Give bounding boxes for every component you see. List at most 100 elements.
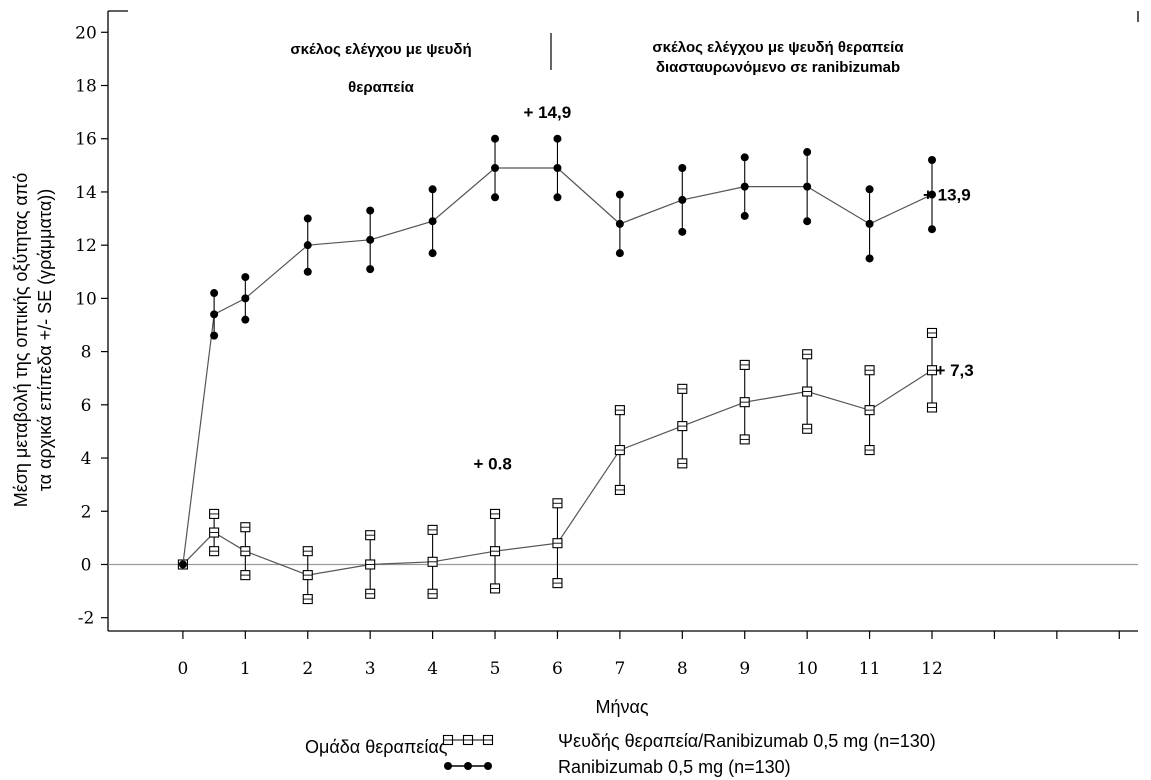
data-point bbox=[677, 421, 688, 432]
error-bar-cap bbox=[864, 365, 875, 376]
data-point bbox=[552, 538, 563, 549]
error-bar-cap bbox=[865, 254, 874, 263]
data-point bbox=[365, 559, 376, 570]
x-tick-label: 7 bbox=[614, 659, 625, 679]
data-point bbox=[615, 219, 624, 228]
error-bar-cap bbox=[302, 546, 313, 557]
error-bar-cap bbox=[926, 327, 938, 339]
data-point bbox=[491, 163, 500, 172]
error-bar-cap bbox=[552, 578, 563, 589]
phase-label-left-line-2: θεραπεία bbox=[348, 79, 414, 96]
legend-marker bbox=[482, 734, 494, 746]
data-point bbox=[678, 195, 687, 204]
annotation-label: + 14,9 bbox=[523, 103, 571, 122]
data-point bbox=[428, 217, 437, 226]
error-bar-cap bbox=[803, 148, 812, 157]
error-bar-cap bbox=[678, 163, 687, 172]
error-bar-cap bbox=[677, 383, 688, 394]
x-tick-label: 4 bbox=[427, 659, 438, 679]
series-line bbox=[182, 369, 933, 576]
error-bar-cap bbox=[428, 185, 437, 194]
error-bar-cap bbox=[678, 227, 687, 236]
series-ranibizumab bbox=[178, 134, 936, 569]
legend-marker bbox=[462, 734, 474, 746]
error-bar-cap bbox=[614, 484, 625, 496]
y-tick-label: 14 bbox=[75, 183, 97, 203]
x-axis-title: Μήνας bbox=[595, 697, 648, 717]
error-bar-cap bbox=[210, 331, 219, 340]
error-bar-cap bbox=[614, 405, 625, 416]
legend-entry-label: Ψευδής θεραπεία/Ranibizumab 0,5 mg (n=13… bbox=[558, 731, 936, 751]
data-point bbox=[241, 294, 250, 303]
data-point bbox=[210, 310, 219, 319]
error-bar-cap bbox=[302, 594, 313, 605]
legend-marker bbox=[484, 762, 492, 770]
error-bar-cap bbox=[740, 153, 749, 162]
error-bar-cap bbox=[366, 265, 375, 274]
error-bar-cap bbox=[427, 524, 438, 535]
y-tick-label: 20 bbox=[75, 23, 97, 43]
legend: Ομάδα θεραπείας Ψευδής θεραπεία/Ranibizu… bbox=[305, 731, 936, 777]
data-point bbox=[427, 556, 438, 567]
error-bar-cap bbox=[802, 423, 813, 434]
error-bar-cap bbox=[240, 570, 251, 581]
x-tick-label: 3 bbox=[365, 659, 376, 679]
data-point bbox=[209, 527, 220, 538]
phase-label-left-line-1: σκέλος ελέγχου με ψευδή bbox=[290, 41, 471, 58]
error-bar-cap bbox=[303, 267, 312, 276]
error-bar-cap bbox=[303, 214, 312, 223]
y-tick-label: 18 bbox=[75, 77, 97, 97]
data-point bbox=[303, 241, 312, 250]
error-bar-cap bbox=[241, 315, 250, 324]
error-bar-cap bbox=[209, 508, 220, 519]
x-tick-label: 12 bbox=[921, 659, 943, 679]
y-tick-label: 4 bbox=[81, 449, 92, 469]
data-point bbox=[240, 546, 251, 557]
error-bar-cap bbox=[865, 185, 874, 194]
error-bar-cap bbox=[428, 249, 437, 258]
data-point bbox=[739, 397, 750, 408]
y-tick-label: 2 bbox=[81, 502, 92, 522]
data-point bbox=[178, 560, 187, 569]
error-bar-cap bbox=[489, 583, 501, 594]
legend-marker bbox=[444, 762, 452, 770]
error-bar-cap bbox=[926, 402, 938, 413]
error-bar-cap bbox=[427, 588, 438, 599]
y-tick-label: 8 bbox=[81, 343, 92, 363]
annotation-label: + 7,3 bbox=[935, 361, 973, 380]
error-bar-cap bbox=[491, 193, 500, 202]
annotation-label: + 13,9 bbox=[923, 186, 971, 205]
error-bar-cap bbox=[241, 273, 250, 282]
data-point bbox=[803, 182, 812, 191]
error-bar-cap bbox=[489, 508, 501, 519]
error-bar-cap bbox=[740, 211, 749, 220]
error-bar-cap bbox=[615, 249, 624, 258]
y-tick-label: 16 bbox=[75, 130, 97, 150]
data-point bbox=[802, 386, 813, 397]
y-axis-title: Μέση μεταβολή της οπτικής οξύτητας από τ… bbox=[11, 173, 55, 507]
error-bar-cap bbox=[864, 445, 875, 456]
error-bar-cap bbox=[553, 134, 562, 143]
error-bar-cap bbox=[491, 134, 500, 143]
y-axis-title-line-1: Μέση μεταβολή της οπτικής οξύτητας από bbox=[11, 173, 31, 507]
y-tick-label: 10 bbox=[75, 289, 97, 309]
legend-marker bbox=[464, 762, 472, 770]
error-bar-cap bbox=[552, 498, 563, 509]
y-tick-label: 6 bbox=[81, 396, 92, 416]
x-tick-label: 1 bbox=[240, 659, 251, 679]
error-bar-cap bbox=[928, 156, 936, 165]
error-bar-cap bbox=[803, 217, 812, 226]
x-tick-label: 6 bbox=[552, 659, 563, 679]
data-point bbox=[489, 546, 501, 557]
data-point bbox=[928, 190, 936, 199]
legend-entry-label: Ranibizumab 0,5 mg (n=130) bbox=[558, 757, 791, 777]
legend-circle-marker-icon bbox=[444, 762, 492, 770]
error-bar-cap bbox=[366, 206, 375, 215]
data-point bbox=[865, 219, 874, 228]
error-bar-cap bbox=[677, 458, 688, 469]
series-sham-ranibizumab bbox=[177, 327, 938, 605]
legend-title: Ομάδα θεραπείας bbox=[305, 737, 448, 757]
error-bar-cap bbox=[209, 546, 220, 557]
y-axis-title-line-2: τα αρχικά επίπεδα +/- SE (γράμματα)) bbox=[35, 189, 55, 491]
